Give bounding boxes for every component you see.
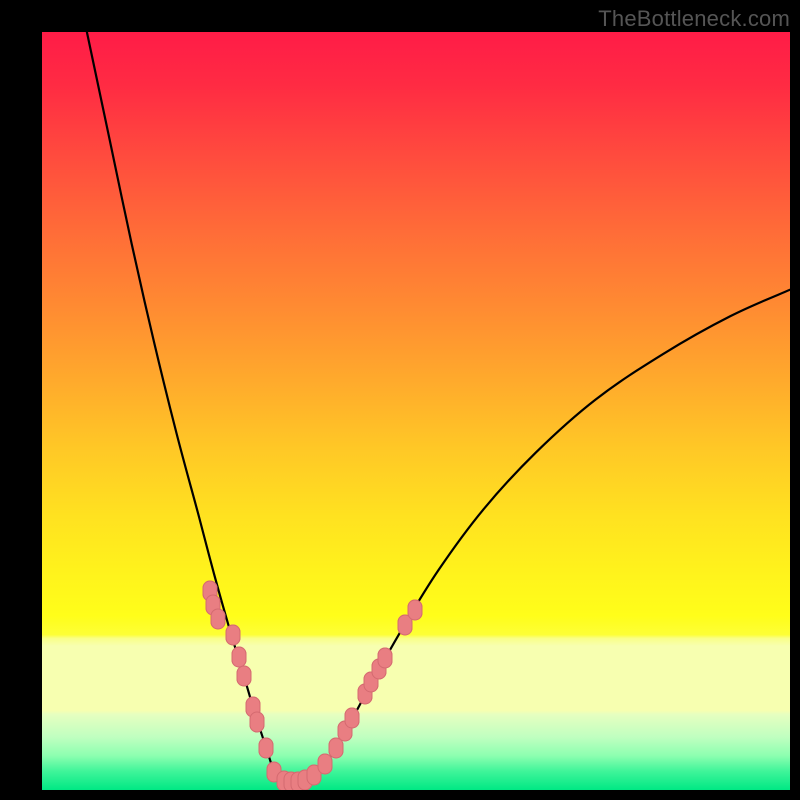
data-marker <box>231 647 246 668</box>
data-marker <box>259 738 274 759</box>
data-marker <box>377 648 392 669</box>
data-marker <box>210 609 225 630</box>
bottleneck-curve <box>42 32 790 790</box>
watermark-text: TheBottleneck.com <box>598 6 790 32</box>
data-marker <box>236 666 251 687</box>
plot-area <box>42 32 790 790</box>
data-marker <box>407 599 422 620</box>
curve-path <box>87 32 790 784</box>
data-marker <box>317 754 332 775</box>
chart-frame: TheBottleneck.com <box>0 0 800 800</box>
data-marker <box>225 624 240 645</box>
data-marker <box>250 711 265 732</box>
data-marker <box>345 707 360 728</box>
